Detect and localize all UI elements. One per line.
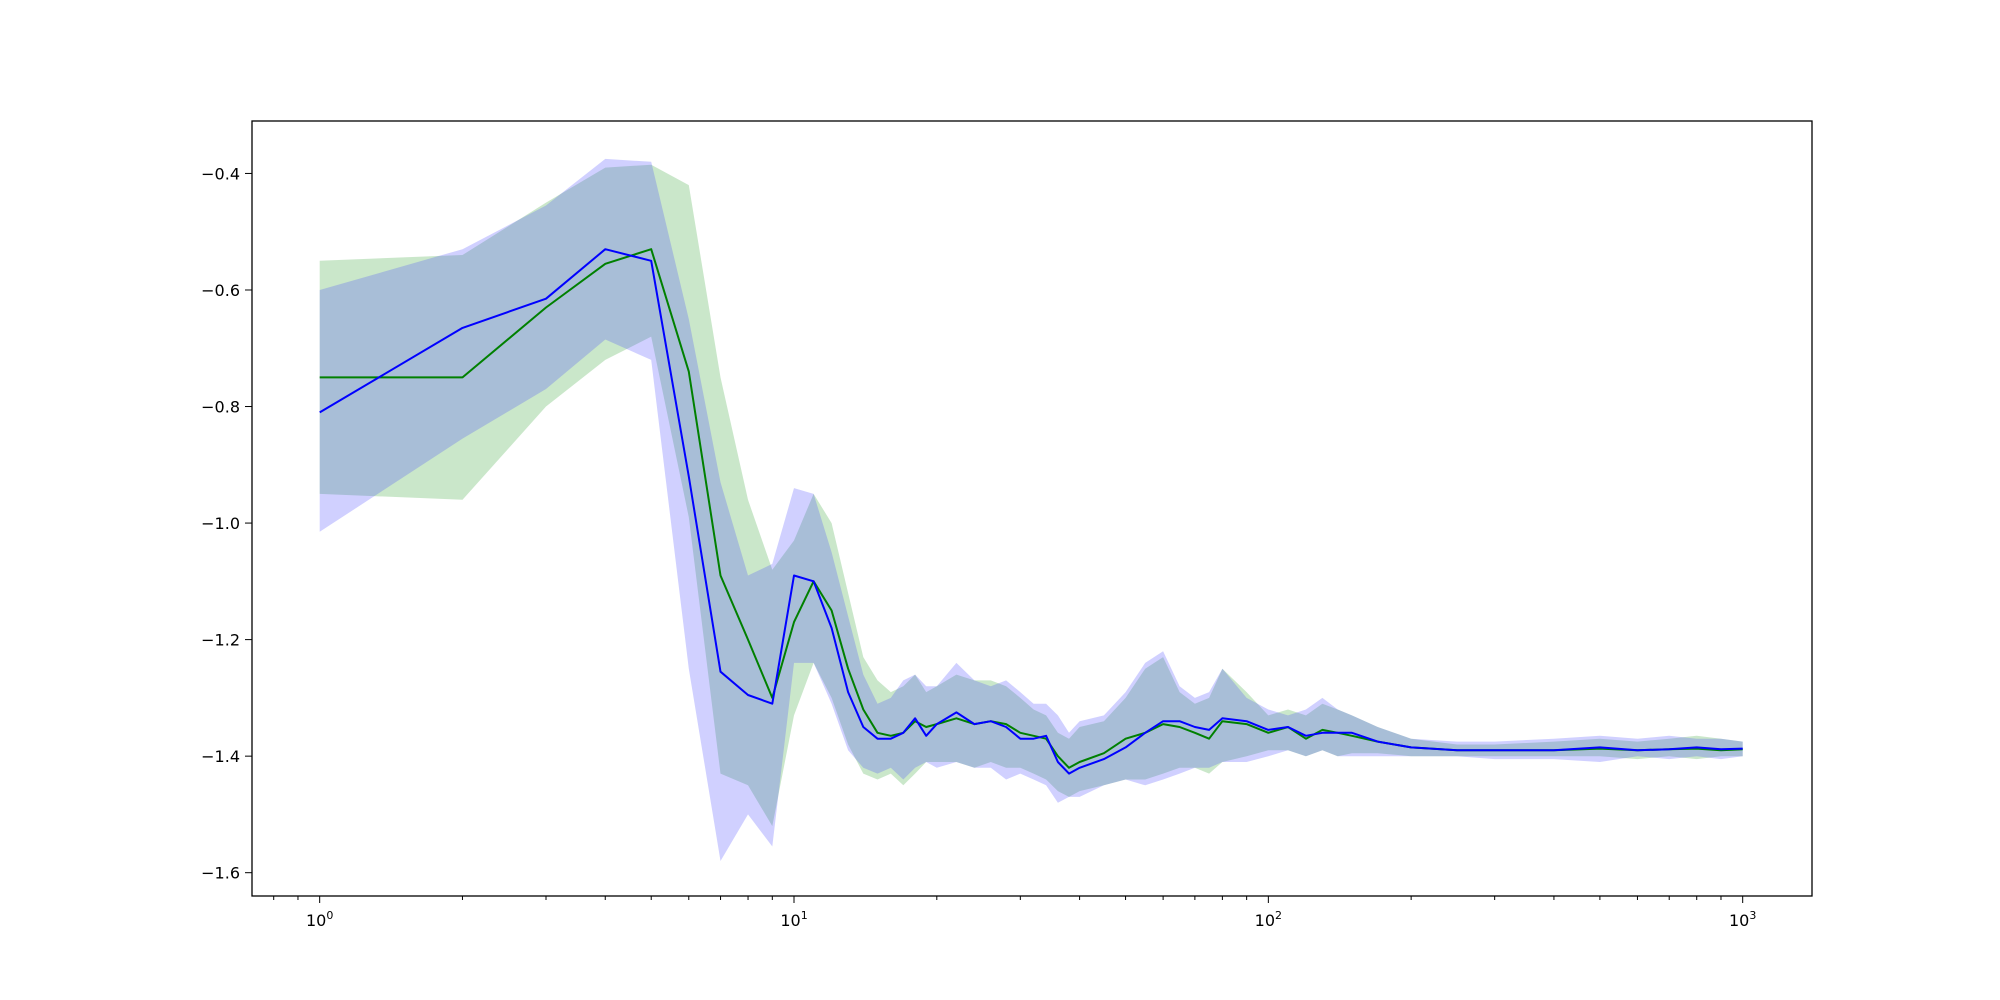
x-tick-label: 102 [1255,909,1282,930]
y-axis: −0.4 −0.6 −0.8 −1.0 −1.2 −1.4 −1.6 [201,164,252,883]
y-tick-label: −1.2 [201,631,240,650]
series-2-line [319,248,1743,775]
x-axis: 100 101 102 103 [273,896,1756,930]
plot-area [319,158,1743,861]
axes-frame [251,120,1813,897]
x-tick-label: 103 [1729,909,1756,930]
series-lines [319,248,1743,775]
y-tick-label: −1.6 [201,864,240,883]
y-tick-label: −0.6 [201,281,240,300]
y-tick-label: −0.4 [201,164,240,183]
x-tick-label: 101 [780,909,807,930]
x-tick-label: 100 [306,909,333,930]
y-tick-label: −0.8 [201,398,240,417]
y-tick-label: −1.4 [201,747,240,766]
series-2-band [319,158,1743,861]
y-tick-label: −1.0 [201,514,240,533]
